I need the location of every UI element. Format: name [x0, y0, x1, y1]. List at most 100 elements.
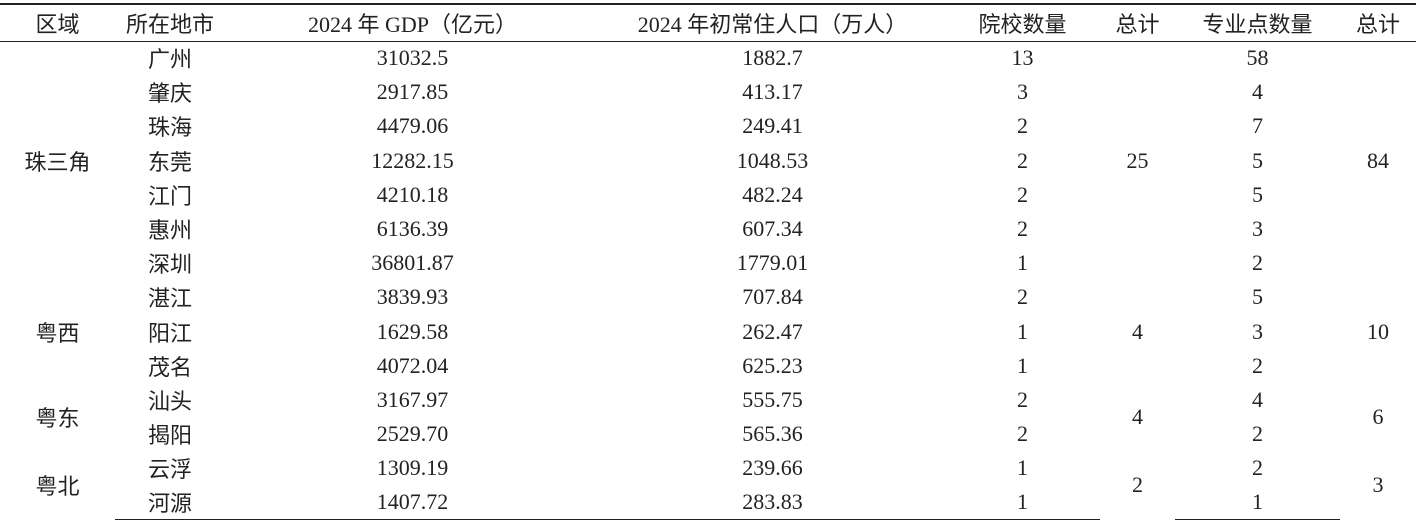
gdp-cell: 2529.70 [376, 421, 449, 447]
school-count-cell: 1 [1017, 455, 1028, 481]
population-cell: 607.34 [742, 216, 803, 242]
table-row: 惠州 6136.39 607.34 2 3 [0, 212, 1416, 246]
table-row: 珠三角 广州 31032.5 1882.7 13 25 58 84 [0, 41, 1416, 175]
header-cell: 2024 年 GDP（亿元） [225, 3, 600, 42]
city-cell: 珠海 [147, 115, 192, 141]
table-row: 粤北 云浮 1309.19 239.66 1 2 2 3 [0, 451, 1416, 499]
table-row: 揭阳 2529.70 565.36 2 2 [0, 417, 1416, 451]
gdp-cell: 3167.97 [376, 386, 449, 412]
table-row: 河源 1407.72 283.83 1 1 [0, 485, 1416, 521]
city-cell: 东莞 [147, 149, 192, 175]
major-count-cell: 58 [1246, 45, 1269, 71]
gdp-cell: 1407.72 [225, 485, 600, 521]
population-cell: 482.24 [742, 181, 803, 207]
population-cell: 249.41 [742, 113, 803, 139]
population-cell: 707.84 [742, 284, 803, 310]
table-row: 东莞 12282.15 1048.53 2 5 [0, 144, 1416, 178]
school-count-cell: 2 [1017, 147, 1028, 173]
table-header: 区域 所在地市 2024 年 GDP（亿元） 2024 年初常住人口（万人） 院校数量总… [0, 3, 1416, 42]
school-count-cell: 2 [1017, 113, 1028, 139]
major-count-cell: 2 [1252, 250, 1263, 276]
header-cell: 总计 [1340, 3, 1416, 42]
data-table: 区域 所在地市 2024 年 GDP（亿元） 2024 年初常住人口（万人） 院校数量总… [0, 3, 1416, 521]
major-count-cell: 5 [1252, 147, 1263, 173]
major-count-cell: 2 [1252, 352, 1263, 378]
school-count-cell: 13 [1011, 45, 1034, 71]
population-cell: 625.23 [742, 352, 803, 378]
school-total-cell: 25 [1126, 147, 1149, 173]
table-row: 江门 4210.18 482.24 2 5 [0, 178, 1416, 212]
gdp-cell: 1629.58 [376, 318, 449, 344]
gdp-cell: 3839.93 [376, 284, 449, 310]
gdp-cell: 1309.19 [376, 455, 449, 481]
school-total-cell: 4 [1132, 318, 1143, 344]
major-count-cell: 4 [1252, 386, 1263, 412]
major-total-cell: 84 [1367, 147, 1389, 173]
header-cell: 专业点数量 [1175, 3, 1340, 42]
table-body: 珠三角 广州 31032.5 1882.7 13 25 58 84 肇庆 2917.85 413.1… [0, 41, 1416, 521]
gdp-cell: 6136.39 [376, 216, 449, 242]
school-count-cell: 1 [945, 485, 1100, 521]
table-row: 珠海 4479.06 249.41 2 7 [0, 109, 1416, 143]
table-row: 深圳 36801.87 1779.01 1 2 [0, 246, 1416, 280]
population-cell: 1882.7 [742, 45, 803, 71]
major-count-cell: 3 [1252, 216, 1263, 242]
major-count-cell: 5 [1252, 181, 1263, 207]
school-count-cell: 2 [1017, 421, 1028, 447]
city-cell: 阳江 [147, 320, 192, 346]
table-row: 肇庆 2917.85 413.17 3 4 [0, 75, 1416, 109]
region-cell: 粤北 [35, 474, 80, 500]
population-cell: 1779.01 [736, 250, 809, 276]
major-count-cell: 2 [1252, 421, 1263, 447]
school-total-cell: 4 [1132, 404, 1143, 430]
gdp-cell: 4210.18 [376, 181, 449, 207]
school-count-cell: 2 [1017, 216, 1028, 242]
header-row: 区域 所在地市 2024 年 GDP（亿元） 2024 年初常住人口（万人） 院校数量总… [0, 3, 1416, 42]
table-row: 茂名 4072.04 625.23 1 2 [0, 349, 1416, 383]
major-count-cell: 7 [1252, 113, 1263, 139]
city-cell: 深圳 [147, 252, 192, 278]
table-row: 粤东 汕头 3167.97 555.75 2 4 4 6 [0, 383, 1416, 431]
major-total-cell: 6 [1372, 404, 1384, 430]
population-cell: 1048.53 [736, 147, 809, 173]
city-cell: 江门 [147, 183, 192, 209]
major-count-cell: 5 [1252, 284, 1263, 310]
city-cell: 汕头 [147, 388, 192, 414]
major-total-cell: 3 [1372, 472, 1384, 498]
major-count-cell: 4 [1252, 79, 1263, 105]
region-cell: 粤东 [35, 406, 80, 432]
header-cell: 总计 [1100, 3, 1175, 42]
population-cell: 239.66 [742, 455, 803, 481]
table-row: 粤西 湛江 3839.93 707.84 2 4 5 10 [0, 280, 1416, 345]
city-cell: 广州 [147, 47, 192, 73]
region-cell: 珠三角 [24, 149, 91, 175]
header-cell: 所在地市 [115, 3, 225, 42]
city-cell: 茂名 [147, 354, 192, 380]
school-count-cell: 1 [1017, 318, 1028, 344]
major-total-cell: 10 [1367, 318, 1389, 344]
population-cell: 413.17 [742, 79, 803, 105]
school-count-cell: 2 [1017, 181, 1028, 207]
school-count-cell: 1 [1017, 352, 1028, 378]
school-count-cell: 1 [1017, 250, 1028, 276]
major-count-cell: 3 [1252, 318, 1263, 344]
school-count-cell: 2 [1017, 386, 1028, 412]
population-cell: 565.36 [742, 421, 803, 447]
gdp-cell: 2917.85 [376, 79, 449, 105]
gdp-cell: 4072.04 [376, 352, 449, 378]
gdp-cell: 31032.5 [376, 45, 449, 71]
header-cell: 院校数量 [945, 3, 1100, 42]
school-total-cell: 2 [1132, 472, 1143, 498]
region-cell: 粤西 [35, 320, 80, 346]
gdp-cell: 4479.06 [376, 113, 449, 139]
city-cell: 揭阳 [147, 423, 192, 449]
table-wrap: 区域 所在地市 2024 年 GDP（亿元） 2024 年初常住人口（万人） 院校数量总… [0, 3, 1416, 521]
gdp-cell: 36801.87 [371, 250, 454, 276]
population-cell: 555.75 [742, 386, 803, 412]
population-cell: 283.83 [600, 485, 945, 521]
header-cell: 区域 [0, 3, 115, 42]
gdp-cell: 12282.15 [371, 147, 454, 173]
city-cell: 云浮 [147, 457, 192, 483]
city-cell: 河源 [115, 485, 225, 521]
